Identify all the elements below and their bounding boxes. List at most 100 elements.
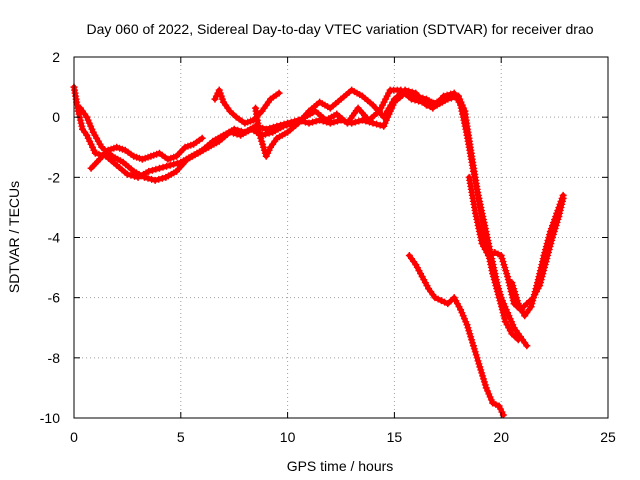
marker-run (476, 206, 490, 245)
marker-run (356, 107, 371, 122)
data-point (540, 252, 548, 260)
marker-run (407, 255, 418, 266)
data-point (472, 209, 480, 217)
grid (74, 57, 608, 418)
marker-run (390, 86, 401, 94)
data-point (497, 252, 505, 260)
data-point (166, 161, 174, 169)
marker-run (283, 120, 294, 129)
data-point (489, 270, 497, 278)
data-point (151, 176, 159, 184)
marker-run (466, 176, 479, 214)
marker-run (447, 93, 459, 102)
marker-run (329, 97, 342, 110)
marker-run (488, 250, 496, 258)
data-point (546, 227, 554, 235)
data-point (440, 92, 448, 100)
marker-run (269, 137, 279, 148)
marker-run (362, 117, 373, 126)
marker-run (414, 92, 428, 107)
x-tick-label: 25 (600, 429, 616, 445)
chart-title: Day 060 of 2022, Sidereal Day-to-day VTE… (86, 21, 593, 37)
marker-run (218, 130, 231, 143)
data-point (256, 131, 264, 139)
marker-run (318, 100, 332, 111)
data-point (559, 191, 567, 199)
marker-run (165, 169, 178, 180)
marker-run (503, 321, 514, 335)
marker-run (116, 144, 126, 153)
marker-run (509, 282, 521, 305)
data-point (226, 128, 234, 136)
marker-run (158, 151, 169, 161)
data-point (508, 279, 516, 287)
data-point (83, 113, 91, 121)
marker-run (443, 90, 455, 99)
marker-run (91, 131, 104, 148)
marker-run (159, 162, 171, 171)
series-track-8 (405, 252, 507, 419)
data-point (91, 149, 99, 157)
marker-run (377, 89, 393, 112)
marker-run (345, 107, 360, 125)
y-tick-label: -10 (40, 410, 60, 426)
marker-run (498, 255, 511, 278)
data-point (407, 95, 415, 103)
y-tick-label: -2 (48, 169, 61, 185)
marker-run (512, 327, 522, 338)
data-point (433, 98, 441, 106)
series-track-2 (76, 86, 522, 344)
marker-run (84, 134, 98, 154)
marker-run (122, 161, 135, 173)
data-point (514, 300, 522, 308)
marker-run (192, 136, 203, 146)
data-point (444, 300, 452, 308)
data-point (463, 321, 471, 329)
data-point (422, 101, 430, 109)
marker-run (426, 99, 438, 108)
marker-run (175, 146, 187, 158)
data-point (523, 342, 531, 350)
marker-run (111, 154, 124, 165)
series-track-3 (87, 134, 206, 172)
marker-run (340, 88, 353, 101)
marker-run (148, 165, 160, 174)
y-tick-label: -8 (48, 350, 61, 366)
marker-run (89, 158, 101, 170)
data-point (369, 119, 377, 127)
marker-run (308, 100, 321, 113)
marker-run (141, 153, 152, 162)
marker-run (361, 94, 374, 107)
marker-run (222, 101, 232, 112)
marker-run (519, 336, 529, 347)
marker-run (170, 159, 181, 168)
marker-run (351, 117, 363, 126)
data-point (155, 164, 163, 172)
x-tick-label: 15 (387, 429, 403, 445)
marker-run (234, 126, 245, 135)
marker-run (132, 169, 146, 180)
marker-run (484, 387, 495, 404)
data-point (279, 122, 287, 130)
marker-run (229, 129, 241, 138)
marker-run (107, 144, 118, 153)
y-tick-labels: -10 -8 -6 -4 -2 0 2 (40, 49, 60, 426)
marker-run (464, 134, 477, 172)
data-point (358, 116, 366, 124)
data-point (226, 107, 234, 115)
marker-run (523, 306, 533, 317)
marker-run (124, 148, 135, 158)
marker-run (496, 297, 509, 323)
data-point (418, 273, 426, 281)
marker-run (264, 146, 273, 157)
marker-run (309, 117, 320, 126)
data-point (262, 152, 270, 160)
marker-run (373, 120, 384, 129)
marker-run (434, 295, 442, 303)
marker-run (175, 158, 189, 173)
data-point (437, 297, 445, 305)
data-point (83, 131, 91, 139)
marker-run (494, 250, 502, 258)
data-point (491, 249, 499, 257)
